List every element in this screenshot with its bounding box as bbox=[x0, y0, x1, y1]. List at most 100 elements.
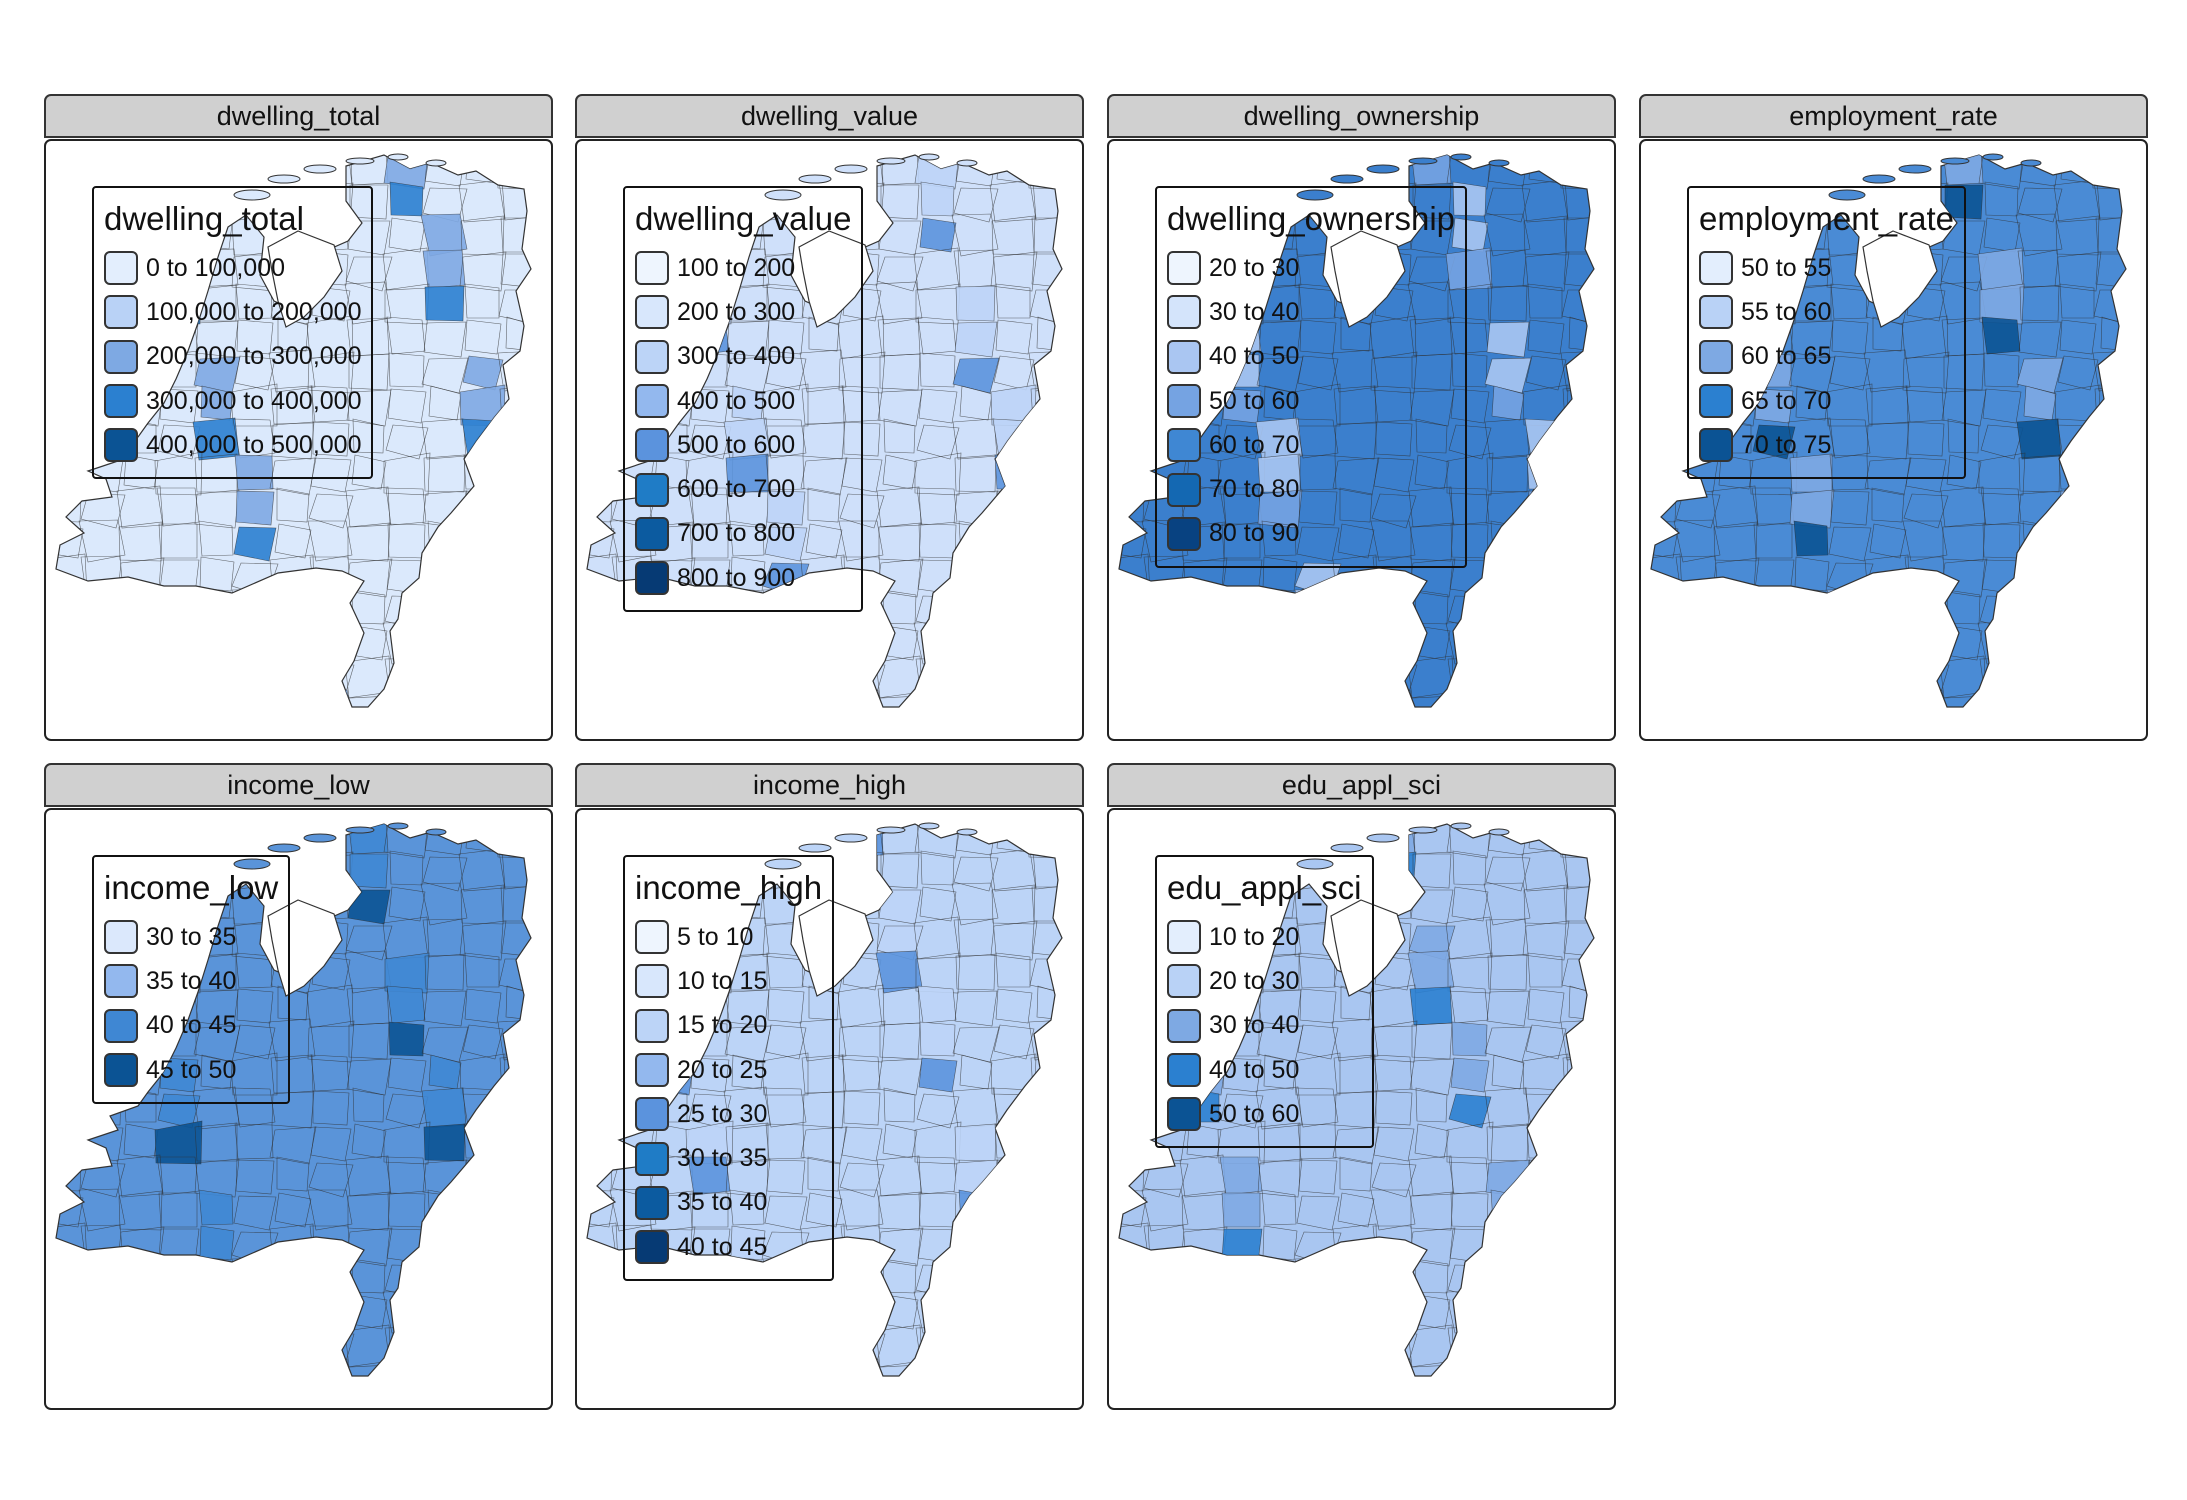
legend-label: 70 to 75 bbox=[1741, 430, 1832, 459]
wadden-island bbox=[1296, 858, 1334, 870]
legend-item: 700 to 800 bbox=[635, 512, 851, 556]
legend-label: 55 to 60 bbox=[1741, 297, 1832, 326]
legend-item: 200,000 to 300,000 bbox=[104, 335, 361, 379]
legend-item: 40 to 50 bbox=[1167, 335, 1455, 379]
legend-item: 50 to 55 bbox=[1699, 246, 1954, 290]
legend-label: 80 to 90 bbox=[1209, 519, 1300, 548]
map-frame: employment_rate 50 to 55 55 to 60 60 to 65… bbox=[1639, 139, 2148, 741]
map-svg bbox=[1118, 153, 1595, 708]
panel-header: income_high bbox=[575, 763, 1084, 807]
legend-item: 70 to 80 bbox=[1167, 467, 1455, 511]
legend-swatch bbox=[635, 1008, 669, 1043]
wadden-island bbox=[425, 828, 447, 836]
legend-item: 20 to 30 bbox=[1167, 246, 1455, 290]
legend-swatch bbox=[1167, 251, 1201, 286]
wadden-island bbox=[345, 157, 375, 165]
wadden-island bbox=[387, 153, 409, 161]
ijsselmeer-water bbox=[267, 230, 343, 328]
legend-label: 50 to 55 bbox=[1741, 253, 1832, 282]
legend-item: 35 to 40 bbox=[635, 1181, 822, 1225]
legend-swatch bbox=[635, 428, 669, 463]
wadden-island bbox=[956, 828, 978, 836]
legend-swatch bbox=[1167, 295, 1201, 330]
wadden-island bbox=[834, 164, 868, 174]
legend-swatch bbox=[104, 428, 138, 463]
legend: employment_rate 50 to 55 55 to 60 60 to 65… bbox=[1687, 186, 1966, 480]
legend-item: 40 to 50 bbox=[1167, 1048, 1362, 1092]
legend-label: 100 to 200 bbox=[677, 253, 796, 282]
legend-swatch bbox=[1167, 339, 1201, 374]
legend-swatch bbox=[1699, 251, 1733, 286]
wadden-island bbox=[1828, 189, 1866, 201]
wadden-island bbox=[1488, 828, 1510, 836]
wadden-island bbox=[876, 157, 906, 165]
wadden-island bbox=[1366, 164, 1400, 174]
legend-label: 50 to 60 bbox=[1209, 1099, 1300, 1128]
legend-swatch bbox=[635, 561, 669, 596]
ijsselmeer-water bbox=[267, 899, 343, 997]
ijsselmeer-water bbox=[1862, 230, 1938, 328]
ijsselmeer-water bbox=[798, 230, 874, 328]
country-shape bbox=[55, 154, 532, 708]
map-frame: dwelling_value 100 to 200 200 to 300 300 t… bbox=[575, 139, 1084, 741]
legend-item: 80 to 90 bbox=[1167, 512, 1455, 556]
wadden-island bbox=[918, 153, 940, 161]
legend-swatch bbox=[1699, 295, 1733, 330]
legend-label: 30 to 40 bbox=[1209, 1011, 1300, 1040]
legend: edu_appl_sci 10 to 20 20 to 30 30 to 40 40 … bbox=[1155, 855, 1374, 1149]
legend-item: 30 to 35 bbox=[104, 915, 278, 959]
wadden-island bbox=[1408, 157, 1438, 165]
legend-item: 50 to 60 bbox=[1167, 379, 1455, 423]
legend-item: 5 to 10 bbox=[635, 915, 822, 959]
legend-title: dwelling_value bbox=[635, 200, 852, 237]
wadden-island bbox=[425, 159, 447, 167]
wadden-island bbox=[1898, 164, 1932, 174]
legend-item: 10 to 15 bbox=[635, 959, 822, 1003]
wadden-island bbox=[1408, 826, 1438, 834]
wadden-island bbox=[1982, 153, 2004, 161]
legend-label: 300,000 to 400,000 bbox=[146, 386, 362, 415]
panel-header: dwelling_value bbox=[575, 94, 1084, 138]
legend-item: 45 to 50 bbox=[104, 1048, 278, 1092]
map-svg bbox=[55, 153, 532, 708]
legend-items: 50 to 55 55 to 60 60 to 65 65 to 70 70 to 75 bbox=[1699, 246, 1954, 467]
legend-swatch bbox=[104, 1053, 138, 1088]
legend-item: 55 to 60 bbox=[1699, 290, 1954, 334]
wadden-island bbox=[1862, 174, 1896, 184]
legend-label: 45 to 50 bbox=[146, 1055, 237, 1084]
legend-title: dwelling_total bbox=[104, 200, 304, 237]
legend-swatch bbox=[635, 295, 669, 330]
legend-swatch bbox=[635, 384, 669, 419]
legend-swatch bbox=[1699, 384, 1733, 419]
legend-label: 40 to 45 bbox=[146, 1011, 237, 1040]
legend-items: 20 to 30 30 to 40 40 to 50 50 to 60 60 to 70… bbox=[1167, 246, 1455, 556]
wadden-island bbox=[764, 858, 802, 870]
legend-swatch bbox=[1699, 339, 1733, 374]
legend-item: 600 to 700 bbox=[635, 467, 851, 511]
legend-label: 65 to 70 bbox=[1741, 386, 1832, 415]
map-svg bbox=[586, 822, 1063, 1377]
legend: income_low 30 to 35 35 to 40 40 to 45 45 to… bbox=[92, 855, 291, 1105]
legend-swatch bbox=[635, 339, 669, 374]
wadden-island bbox=[233, 189, 271, 201]
wadden-island bbox=[387, 822, 409, 830]
legend-label: 35 to 40 bbox=[677, 1188, 768, 1217]
legend-swatch bbox=[104, 251, 138, 286]
wadden-island bbox=[2020, 159, 2042, 167]
legend-swatch bbox=[1167, 1008, 1201, 1043]
legend-swatch bbox=[635, 1141, 669, 1176]
legend-item: 15 to 20 bbox=[635, 1004, 822, 1048]
legend-label: 400 to 500 bbox=[677, 386, 796, 415]
legend-swatch bbox=[635, 251, 669, 286]
wadden-island bbox=[876, 826, 906, 834]
wadden-island bbox=[798, 843, 832, 853]
legend-label: 800 to 900 bbox=[677, 563, 796, 592]
country-shape bbox=[586, 154, 1063, 708]
country-shape bbox=[1118, 154, 1595, 708]
legend-swatch bbox=[104, 964, 138, 999]
legend-item: 65 to 70 bbox=[1699, 379, 1954, 423]
panel-header: employment_rate bbox=[1639, 94, 2148, 138]
legend-title: employment_rate bbox=[1699, 200, 1954, 237]
legend-swatch bbox=[635, 1185, 669, 1220]
ijsselmeer-water bbox=[1330, 230, 1406, 328]
